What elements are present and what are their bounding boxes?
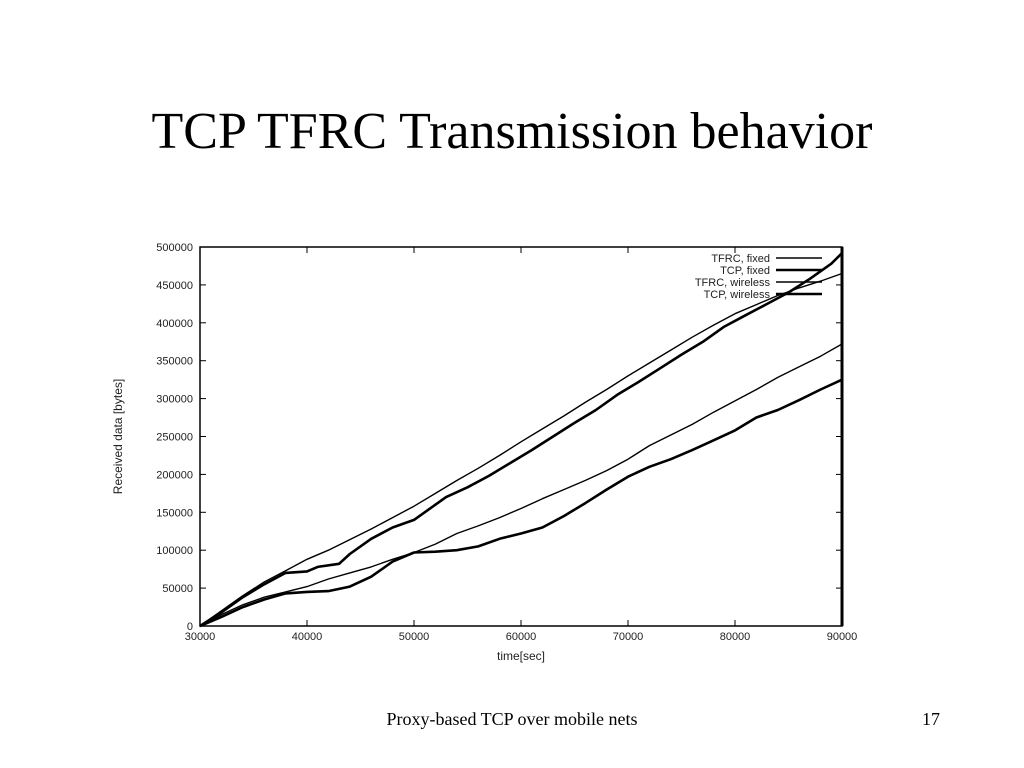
x-tick-label: 40000	[292, 631, 323, 643]
y-axis-label: Received data [bytes]	[111, 379, 125, 494]
series-line-2	[199, 252, 843, 628]
line-chart: 0 50000 100000 150000 200000 250000 300000 3500…	[111, 242, 858, 663]
y-tick-label: 0	[187, 621, 193, 633]
x-tick-label: 80000	[720, 631, 751, 643]
y-tick-label: 300000	[156, 394, 193, 406]
x-tick-label: 30000	[185, 631, 216, 643]
series-line-4	[199, 378, 843, 628]
y-tick-label: 500000	[156, 242, 193, 254]
legend-label: TFRC, fixed	[711, 253, 770, 265]
y-tick-label: 450000	[156, 280, 193, 292]
legend-label: TCP, wireless	[704, 289, 771, 301]
slide-title: TCP TFRC Transmission behavior	[151, 103, 873, 160]
y-tick-label: 250000	[156, 432, 193, 444]
x-tick-label: 90000	[827, 631, 858, 643]
page-number: 17	[922, 709, 940, 729]
plot-frame	[199, 246, 843, 627]
y-tick-label: 400000	[156, 318, 193, 330]
x-tick-label: 50000	[399, 631, 430, 643]
y-tick-label: 50000	[162, 583, 193, 595]
x-tick-label: 60000	[506, 631, 537, 643]
y-tick-label: 100000	[156, 545, 193, 557]
x-axis-label: time[sec]	[497, 649, 545, 663]
x-tick-label: 70000	[613, 631, 644, 643]
y-tick-label: 350000	[156, 356, 193, 368]
legend-label: TFRC, wireless	[695, 277, 771, 289]
series-line-1	[199, 272, 843, 627]
series-line-3	[199, 343, 843, 627]
legend-label: TCP, fixed	[720, 265, 770, 277]
y-tick-label: 200000	[156, 469, 193, 481]
y-tick-label: 150000	[156, 507, 193, 519]
slide-footer: Proxy-based TCP over mobile nets	[386, 709, 638, 729]
